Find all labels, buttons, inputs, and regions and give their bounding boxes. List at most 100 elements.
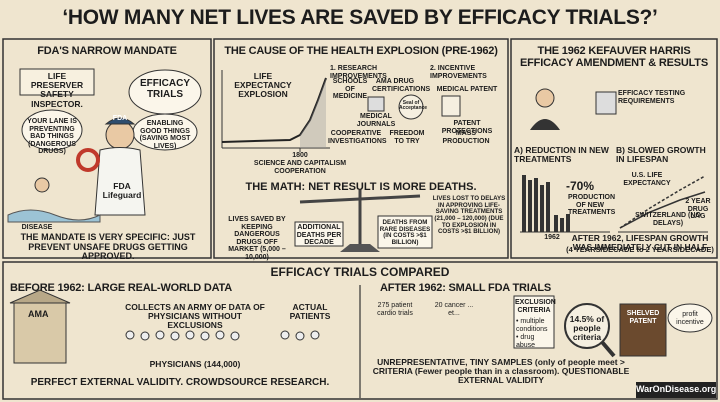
us-curve <box>619 191 706 229</box>
official-body <box>530 119 560 130</box>
figure <box>215 330 225 340</box>
year-label: 1962 <box>544 234 560 241</box>
patent-icon <box>441 95 461 117</box>
weight-box <box>294 221 344 247</box>
panel-frame <box>2 261 718 400</box>
criteria-item: • multiple conditions <box>516 318 548 333</box>
figure <box>140 331 150 341</box>
bar-decoration <box>540 185 544 232</box>
panel-heading: THE CAUSE OF THE HEALTH EXPLOSION (PRE-1… <box>224 45 498 57</box>
physicians-label: PHYSICIANS (144,000) <box>149 359 241 369</box>
bar-decoration <box>534 178 538 232</box>
shirt-text: FDA Lifeguard <box>102 181 142 201</box>
collects-label: COLLECTS AN ARMY OF DATA OF PHYSICIANS W… <box>125 302 265 331</box>
weight-text: DEATHS FROM RARE DISEASES (IN COSTS >$1 … <box>379 219 431 247</box>
panel-footer: THE MANDATE IS VERY SPECIFIC: JUST PREVE… <box>20 232 196 262</box>
ama-roof <box>9 289 71 304</box>
figure <box>155 330 165 340</box>
figure <box>280 330 290 340</box>
scale-base <box>340 244 380 252</box>
figure <box>125 330 135 340</box>
sign-board <box>19 68 95 96</box>
bubble-title: EFFICACY TRIALS <box>140 78 190 100</box>
criteria-item: ... <box>516 341 522 348</box>
chart-caption: SCIENCE AND CAPITALISM COOPERATION <box>253 160 347 175</box>
treatment-bars <box>522 175 570 232</box>
list-item: COOPERATIVE INVESTIGATIONS <box>328 130 387 145</box>
list-item: MEDICAL PATENT <box>436 86 498 93</box>
bar-decoration <box>546 182 550 232</box>
figure <box>170 331 180 341</box>
figure <box>200 331 210 341</box>
list-item: MEDICAL JOURNALS <box>356 113 396 128</box>
trial-label: 275 patient cardio trials <box>377 302 413 317</box>
lifeguard-head <box>105 120 135 150</box>
shelf-label: SHELVED PATENT <box>626 310 660 325</box>
stamp-icon <box>595 91 617 115</box>
sub-heading: AFTER 1962: SMALL FDA TRIALS <box>380 282 552 294</box>
life-expectancy-curve <box>221 77 327 143</box>
chart-label: LIFE EXPECTANCY EXPLOSION <box>234 71 292 100</box>
section-footer: UNREPRESENTATIVE, TINY SAMPLES (only of … <box>372 357 630 386</box>
us-label: U.S. LIFE EXPECTANCY <box>623 172 671 187</box>
figure <box>230 331 240 341</box>
criteria-item: • drug abuse <box>516 334 536 349</box>
math-left: LIVES SAVED BY KEEPING DANGEROUS DRUGS O… <box>228 216 286 261</box>
watermark-box <box>636 382 716 398</box>
ama-building <box>13 302 67 364</box>
figure <box>295 331 305 341</box>
drop-value: -70% <box>566 179 595 193</box>
result-heading: B) SLOWED GROWTH IN LIFESPAN <box>616 145 706 165</box>
weight-box <box>377 215 433 249</box>
shelf <box>619 303 667 357</box>
bar-decoration <box>560 218 564 232</box>
speech-bubble <box>21 109 83 151</box>
criteria-title: EXCLUSION CRITERIA <box>515 299 556 314</box>
patients-label: ACTUAL PATIENTS <box>289 302 331 322</box>
bubble-text: profit incentive <box>676 311 704 326</box>
trial-label: 20 cancer ... et... <box>434 302 474 317</box>
list-item: PATENT PROTECTIONS <box>441 120 493 135</box>
seal-text: Seal of Acceptance <box>399 100 428 112</box>
cap <box>104 117 136 125</box>
page-title: ‘HOW MANY NET LIVES ARE SAVED BY EFFICAC… <box>62 6 658 29</box>
lens-text: 14.5% of people criteria <box>569 314 605 343</box>
panel-heading: FDA'S NARROW MANDATE <box>37 45 177 57</box>
lag-label: 2 YEAR DRUG LAG <box>685 198 711 221</box>
weight-text: ADDITIONAL DEATHS PER DECADE <box>296 224 342 247</box>
panel-frame <box>2 38 212 259</box>
list-heading: 2. INCENTIVE IMPROVEMENTS <box>430 65 487 80</box>
building-label: AMA <box>28 309 49 319</box>
panel-frame <box>510 38 718 259</box>
panel-footer: (4 YEARS/DECADE to 2 YEARS/DECADE) <box>566 245 714 254</box>
drop-label: PRODUCTION OF NEW TREATMENTS <box>568 194 616 217</box>
watermark: WarOnDisease.org <box>636 384 717 394</box>
bubble-text: YOUR LANE IS PREVENTING BAD THINGS (DANG… <box>27 118 77 156</box>
water <box>7 209 101 223</box>
list-item: FREEDOM TO TRY <box>389 130 425 145</box>
physician-crowd <box>125 330 320 341</box>
magnifier-lens <box>564 303 610 349</box>
requirements-label: EFFICACY TESTING REQUIREMENTS <box>618 90 686 105</box>
sub-heading: BEFORE 1962: LARGE REAL-WORLD DATA <box>10 282 232 294</box>
section-heading: EFFICACY TRIALS COMPARED <box>250 266 470 279</box>
bar-decoration <box>566 214 570 232</box>
panel-footer: AFTER 1962, LIFESPAN GROWTH WAS IMMEDIAT… <box>571 233 709 253</box>
life-ring <box>76 148 100 172</box>
list-item: SCHOOLS OF MEDICINE <box>332 78 368 101</box>
figure <box>310 330 320 340</box>
lifeguard-body <box>94 147 146 216</box>
thought-bubble <box>667 303 713 333</box>
result-heading: A) REDUCTION IN NEW TREATMENTS <box>514 145 609 165</box>
year-label: 1800 <box>292 152 308 159</box>
swiss-curve <box>619 175 706 229</box>
section-footer: PERFECT EXTERNAL VALIDITY. CROWDSOURCE R… <box>30 377 330 388</box>
official-icon <box>535 88 555 108</box>
math-heading: THE MATH: NET RESULT IS MORE DEATHS. <box>245 181 477 193</box>
scale-beam <box>299 194 421 204</box>
swiss-label: SWITZERLAND (NO DELAYS) <box>635 212 701 227</box>
sign-text: LIFE PRESERVER SAFETY INSPECTOR. <box>30 71 84 109</box>
bar-decoration <box>554 215 558 232</box>
disease-label: DISEASE <box>21 224 53 231</box>
